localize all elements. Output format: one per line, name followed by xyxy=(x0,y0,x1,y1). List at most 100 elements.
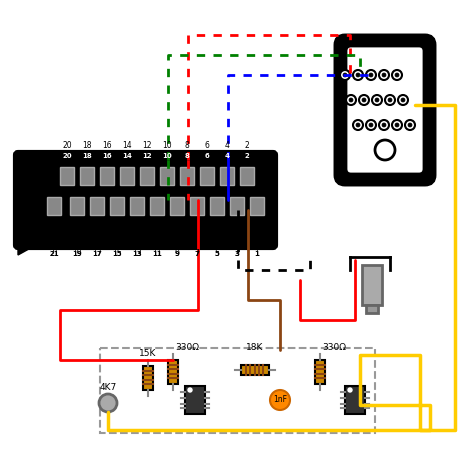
Bar xyxy=(366,305,378,313)
Bar xyxy=(168,360,178,384)
Bar xyxy=(60,167,74,185)
Text: 1nF: 1nF xyxy=(273,395,287,404)
Text: 14: 14 xyxy=(122,153,132,159)
Bar xyxy=(345,386,365,414)
Text: 2: 2 xyxy=(245,153,249,159)
Circle shape xyxy=(382,73,386,77)
Text: 8: 8 xyxy=(184,153,190,159)
Circle shape xyxy=(379,120,389,130)
Bar xyxy=(110,197,124,215)
Circle shape xyxy=(359,95,369,105)
Text: 18: 18 xyxy=(82,141,92,150)
Circle shape xyxy=(366,70,376,80)
Bar xyxy=(315,360,325,384)
Text: 7: 7 xyxy=(194,251,200,257)
Text: 10: 10 xyxy=(162,153,172,159)
Circle shape xyxy=(385,95,395,105)
Text: 330Ω: 330Ω xyxy=(322,343,346,352)
Text: 330Ω: 330Ω xyxy=(175,343,199,352)
Text: 13: 13 xyxy=(132,249,142,258)
Bar xyxy=(241,365,269,375)
Text: 3: 3 xyxy=(235,251,239,257)
Text: 15K: 15K xyxy=(139,349,157,358)
Bar xyxy=(100,167,114,185)
Text: 9: 9 xyxy=(174,249,180,258)
Bar xyxy=(180,167,194,185)
Bar xyxy=(140,167,154,185)
Circle shape xyxy=(366,120,376,130)
Bar xyxy=(200,167,214,185)
Text: 21: 21 xyxy=(49,249,59,258)
Bar xyxy=(185,386,205,414)
Circle shape xyxy=(346,95,356,105)
Bar xyxy=(150,197,164,215)
Text: 5: 5 xyxy=(215,249,219,258)
Bar xyxy=(70,197,84,215)
Text: 18: 18 xyxy=(82,153,92,159)
Circle shape xyxy=(372,95,382,105)
Text: 16: 16 xyxy=(102,153,112,159)
Text: 2: 2 xyxy=(245,141,249,150)
Circle shape xyxy=(405,120,415,130)
Text: 11: 11 xyxy=(152,249,162,258)
Text: 15: 15 xyxy=(112,249,122,258)
Circle shape xyxy=(408,123,412,127)
Circle shape xyxy=(369,73,373,77)
Bar xyxy=(190,197,204,215)
Bar xyxy=(170,197,184,215)
Circle shape xyxy=(375,140,395,160)
Circle shape xyxy=(395,73,399,77)
Text: 9: 9 xyxy=(174,251,180,257)
Bar xyxy=(80,167,94,185)
Circle shape xyxy=(379,70,389,80)
Text: 11: 11 xyxy=(152,251,162,257)
Text: 6: 6 xyxy=(205,141,210,150)
Bar xyxy=(250,197,264,215)
Circle shape xyxy=(388,98,392,102)
Circle shape xyxy=(392,120,402,130)
Text: 16: 16 xyxy=(102,141,112,150)
Circle shape xyxy=(395,123,399,127)
Text: 14: 14 xyxy=(122,141,132,150)
Text: 3: 3 xyxy=(235,249,239,258)
Bar xyxy=(130,197,144,215)
Circle shape xyxy=(401,98,405,102)
Bar xyxy=(160,167,174,185)
Text: 7: 7 xyxy=(194,249,200,258)
Circle shape xyxy=(362,98,366,102)
FancyBboxPatch shape xyxy=(346,46,424,174)
Text: 19: 19 xyxy=(72,249,82,258)
Text: 12: 12 xyxy=(142,153,152,159)
Circle shape xyxy=(353,120,363,130)
Circle shape xyxy=(356,123,360,127)
Text: 20: 20 xyxy=(62,153,72,159)
Circle shape xyxy=(188,388,192,392)
Bar xyxy=(120,167,134,185)
Bar xyxy=(240,167,254,185)
Bar xyxy=(47,197,61,215)
Text: 1: 1 xyxy=(255,249,259,258)
Text: 6: 6 xyxy=(205,153,210,159)
Circle shape xyxy=(398,95,408,105)
Text: 4: 4 xyxy=(225,153,229,159)
Text: 5: 5 xyxy=(215,251,219,257)
Bar xyxy=(210,197,224,215)
Polygon shape xyxy=(18,155,36,255)
Circle shape xyxy=(349,98,353,102)
Bar xyxy=(362,265,382,305)
Circle shape xyxy=(343,73,347,77)
Circle shape xyxy=(99,394,117,412)
Text: 4: 4 xyxy=(225,141,229,150)
Text: 13: 13 xyxy=(132,251,142,257)
Text: 4K7: 4K7 xyxy=(100,383,117,392)
Bar xyxy=(220,167,234,185)
Bar xyxy=(230,197,244,215)
FancyBboxPatch shape xyxy=(337,37,433,183)
Text: 17: 17 xyxy=(92,249,102,258)
Circle shape xyxy=(348,388,352,392)
Text: 19: 19 xyxy=(72,251,82,257)
Text: 18K: 18K xyxy=(246,343,264,352)
Text: 15: 15 xyxy=(112,251,122,257)
Circle shape xyxy=(270,390,290,410)
Text: 21: 21 xyxy=(49,251,59,257)
